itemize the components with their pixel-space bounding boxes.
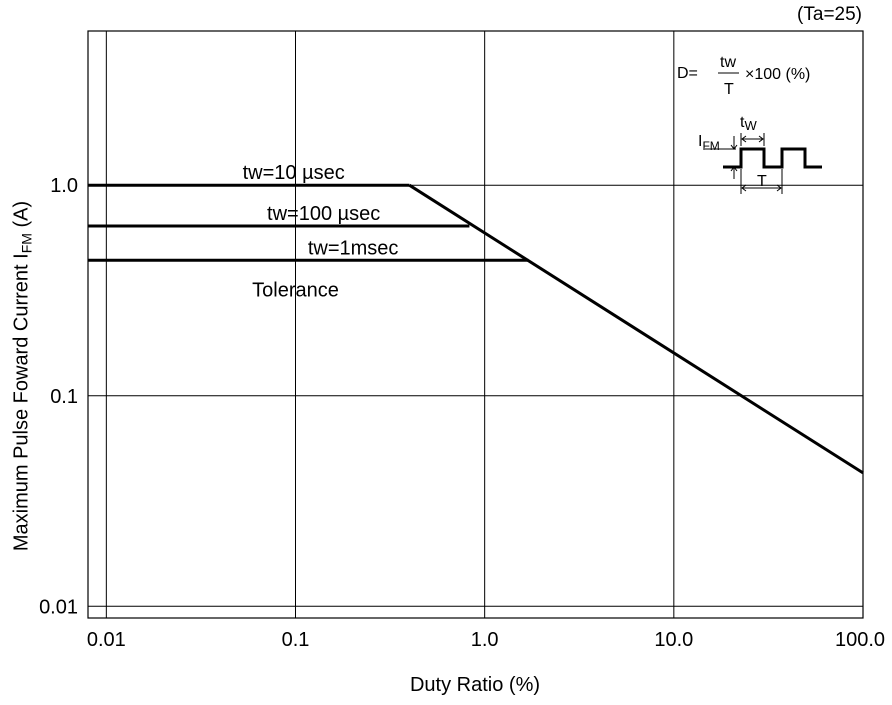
plot-frame bbox=[87, 30, 864, 619]
series-line bbox=[408, 183, 864, 475]
x-axis-label: Duty Ratio (%) bbox=[409, 674, 541, 696]
y-tick-label: 0.1 bbox=[50, 386, 78, 408]
series-label: tw=10 µsec bbox=[243, 162, 345, 184]
formula-rhs: ×100 (%) bbox=[745, 66, 810, 83]
x-tick-label: 10.0 bbox=[654, 629, 693, 651]
x-tick-label: 0.01 bbox=[87, 629, 126, 651]
current-arrowhead-down bbox=[730, 144, 738, 150]
y-tick-label: 1.0 bbox=[50, 175, 78, 197]
series-label: tw=100 µsec bbox=[267, 203, 380, 225]
period-label: T bbox=[757, 173, 767, 190]
duty-ratio-formula: D= tw T ×100 (%) bbox=[677, 54, 810, 98]
pulse-width-arrowhead-right bbox=[758, 135, 764, 143]
x-tick-label: 0.1 bbox=[282, 629, 310, 651]
current-label: IFM bbox=[698, 133, 720, 153]
formula-numerator: tw bbox=[720, 54, 736, 71]
pulse-waveform bbox=[723, 147, 822, 169]
series-lines bbox=[88, 183, 864, 475]
formula-lhs: D= bbox=[677, 65, 698, 82]
formula-denominator: T bbox=[724, 81, 734, 98]
annotation-label: Tolerance bbox=[252, 279, 339, 301]
x-tick-labels: 0.01 0.1 1.0 10.0 100.0 bbox=[87, 629, 885, 651]
temperature-condition: (Ta=25) bbox=[797, 4, 862, 25]
pulse-width-label: tW bbox=[740, 114, 757, 133]
y-tick-labels: 0.01 0.1 1.0 bbox=[39, 175, 78, 618]
grid-lines bbox=[88, 31, 863, 618]
y-axis-label: Maximum Pulse Foward Current IFM (A) bbox=[10, 200, 35, 552]
series-label: tw=1msec bbox=[308, 237, 399, 259]
period-arrowhead-left bbox=[741, 184, 747, 192]
y-tick-label: 0.01 bbox=[39, 596, 78, 618]
x-tick-label: 1.0 bbox=[471, 629, 499, 651]
period-arrowhead-right bbox=[776, 184, 782, 192]
current-arrowhead-up bbox=[730, 166, 738, 172]
pulse-waveform-inset: IFM tW T bbox=[698, 114, 822, 194]
x-tick-label: 100.0 bbox=[835, 629, 885, 651]
pulse-width-arrowhead-left bbox=[741, 135, 747, 143]
series-labels: tw=10 µsec tw=100 µsec tw=1msec Tolerance bbox=[243, 162, 399, 301]
